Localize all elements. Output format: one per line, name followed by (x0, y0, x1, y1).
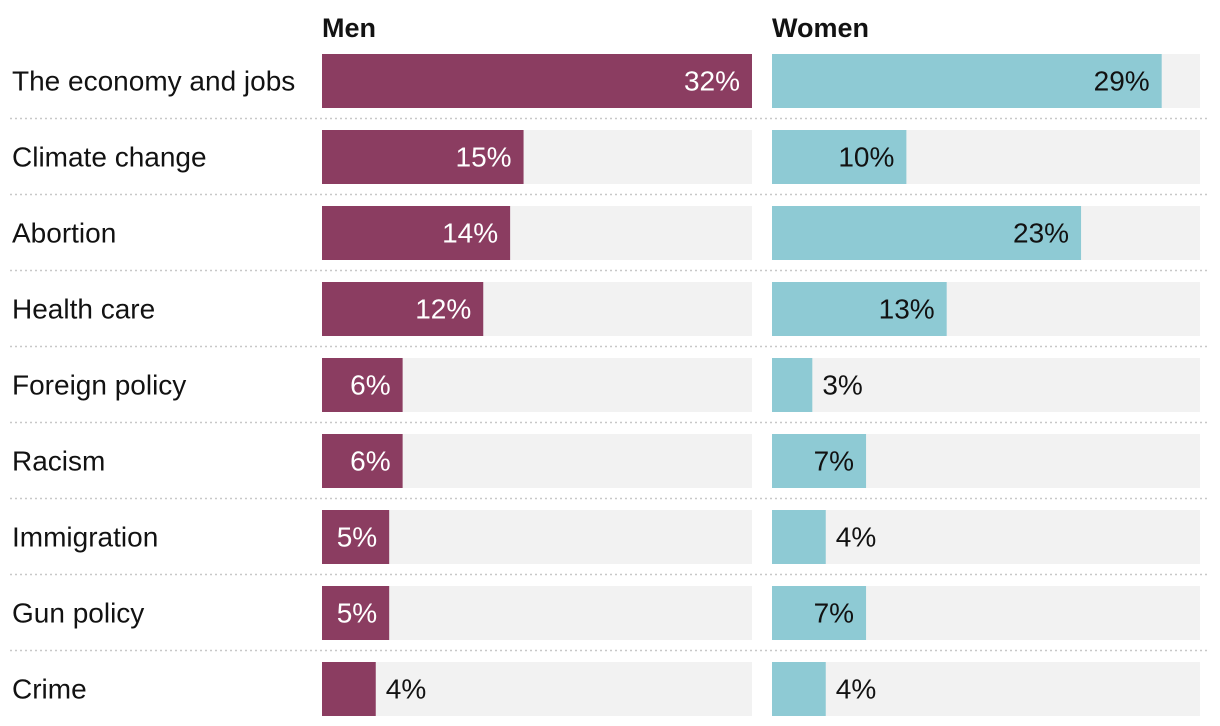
bar-women (772, 206, 1082, 260)
panel-title-men: Men (322, 13, 376, 43)
panel-title-women: Women (772, 13, 869, 43)
value-label-men: 6% (350, 370, 390, 401)
bar-men (322, 358, 403, 412)
value-label-women: 3% (822, 370, 862, 401)
bar-women (772, 662, 826, 716)
bar-women (772, 586, 867, 640)
value-label-men: 14% (442, 218, 498, 249)
value-label-men: 5% (337, 598, 377, 629)
bar-track (772, 510, 1200, 564)
bar-men (322, 434, 403, 488)
value-label-women: 7% (814, 446, 854, 477)
value-label-men: 12% (415, 294, 471, 325)
bar-track (772, 358, 1200, 412)
value-label-women: 10% (838, 142, 894, 173)
chart-rows: The economy and jobs 32% 29% Climate change… (10, 54, 1208, 716)
category-label: Immigration (12, 522, 158, 553)
bar-men (322, 510, 390, 564)
value-label-men: 5% (337, 522, 377, 553)
category-label: Climate change (12, 142, 207, 173)
value-label-men: 4% (386, 674, 426, 705)
bar-women (772, 282, 947, 336)
value-label-women: 13% (879, 294, 935, 325)
category-label: Abortion (12, 218, 116, 249)
value-label-men: 6% (350, 446, 390, 477)
value-label-women: 29% (1094, 66, 1150, 97)
bar-women (772, 510, 826, 564)
value-label-men: 32% (684, 66, 740, 97)
bar-track (322, 510, 752, 564)
bar-track (322, 662, 752, 716)
category-label: Health care (12, 294, 155, 325)
category-label: Crime (12, 674, 87, 705)
bar-women (772, 54, 1162, 108)
bar-women (772, 358, 813, 412)
bar-men (322, 54, 752, 108)
bar-track (772, 662, 1200, 716)
bar-men (322, 130, 524, 184)
category-label: Foreign policy (12, 370, 186, 401)
bar-women (772, 434, 867, 488)
category-label: Racism (12, 446, 105, 477)
value-label-women: 4% (836, 522, 876, 553)
value-label-women: 7% (814, 598, 854, 629)
bar-men (322, 282, 484, 336)
bar-track (322, 586, 752, 640)
value-label-women: 23% (1013, 218, 1069, 249)
category-label: Gun policy (12, 598, 144, 629)
bar-men (322, 586, 390, 640)
bar-men (322, 206, 511, 260)
bar-men (322, 662, 376, 716)
value-label-women: 4% (836, 674, 876, 705)
value-label-men: 15% (456, 142, 512, 173)
category-label: The economy and jobs (12, 66, 295, 97)
bar-women (772, 130, 907, 184)
